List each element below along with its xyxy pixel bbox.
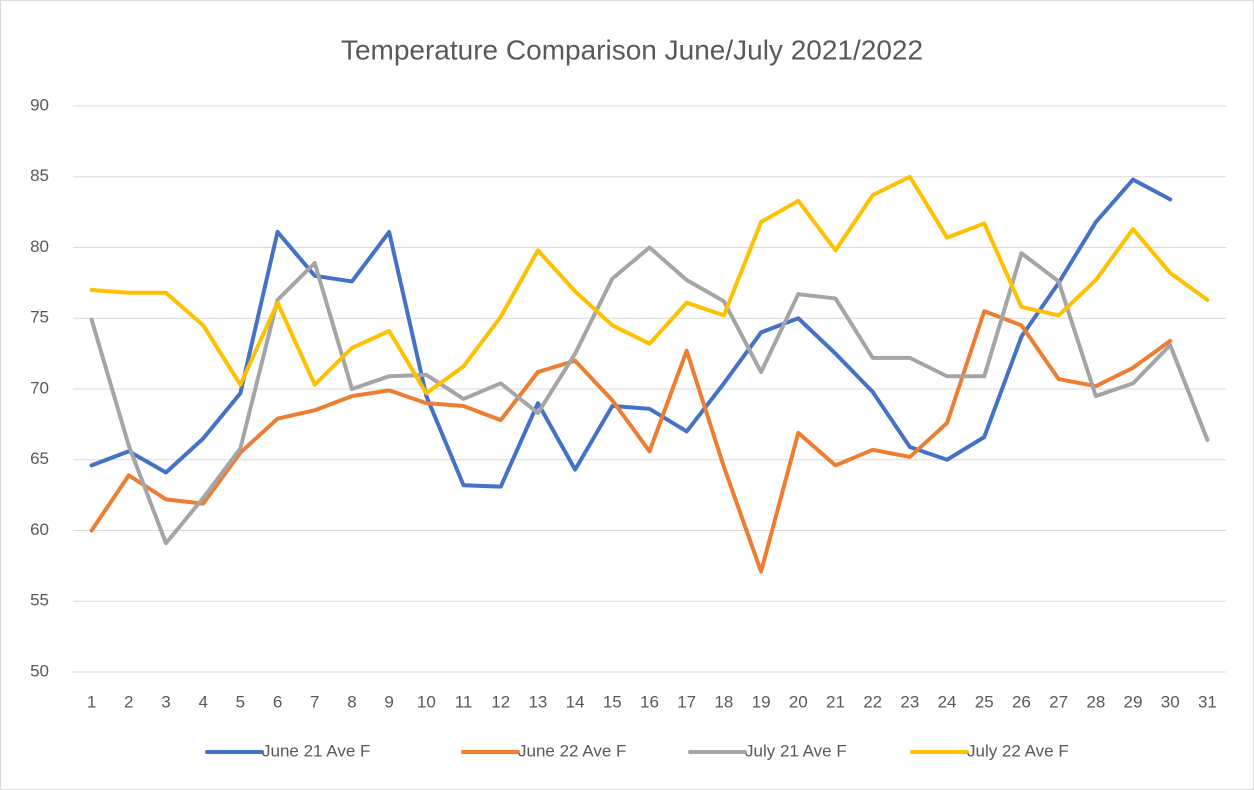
x-tick-label: 22 bbox=[863, 692, 882, 711]
x-tick-label: 4 bbox=[198, 692, 207, 711]
x-tick-label: 12 bbox=[491, 692, 510, 711]
x-tick-label: 18 bbox=[714, 692, 733, 711]
x-tick-label: 23 bbox=[900, 692, 919, 711]
x-tick-label: 6 bbox=[273, 692, 282, 711]
y-tick-label: 65 bbox=[30, 449, 49, 468]
x-tick-label: 1 bbox=[87, 692, 96, 711]
x-tick-label: 17 bbox=[677, 692, 696, 711]
chart-title: Temperature Comparison June/July 2021/20… bbox=[341, 34, 923, 65]
y-tick-label: 75 bbox=[30, 308, 49, 327]
y-tick-label: 80 bbox=[30, 237, 49, 256]
x-tick-label: 5 bbox=[236, 692, 245, 711]
x-tick-label: 13 bbox=[528, 692, 547, 711]
x-tick-label: 14 bbox=[566, 692, 585, 711]
y-tick-label: 50 bbox=[30, 661, 49, 680]
x-tick-label: 11 bbox=[455, 692, 473, 711]
series-line bbox=[89, 245, 1210, 546]
x-tick-label: 28 bbox=[1086, 692, 1105, 711]
x-tick-label: 9 bbox=[384, 692, 393, 711]
x-tick-label: 31 bbox=[1198, 692, 1217, 711]
legend-label: July 21 Ave F bbox=[745, 741, 847, 760]
legend-label: July 22 Ave F bbox=[967, 741, 1069, 760]
x-tick-label: 15 bbox=[603, 692, 622, 711]
series-line bbox=[89, 177, 1173, 489]
x-tick-label: 24 bbox=[938, 692, 957, 711]
x-tick-label: 21 bbox=[826, 692, 845, 711]
y-tick-label: 90 bbox=[30, 95, 49, 114]
x-tick-label: 7 bbox=[310, 692, 319, 711]
y-tick-label: 60 bbox=[30, 520, 49, 539]
y-tick-label: 85 bbox=[30, 166, 49, 185]
legend-label: June 22 Ave F bbox=[518, 741, 626, 760]
series-line bbox=[89, 174, 1210, 396]
x-tick-label: 25 bbox=[975, 692, 994, 711]
y-tick-label: 70 bbox=[30, 378, 49, 397]
x-tick-label: 26 bbox=[1012, 692, 1031, 711]
y-tick-label: 55 bbox=[30, 591, 49, 610]
legend-label: June 21 Ave F bbox=[262, 741, 370, 760]
x-tick-label: 2 bbox=[124, 692, 133, 711]
x-tick-label: 8 bbox=[347, 692, 356, 711]
x-tick-label: 20 bbox=[789, 692, 808, 711]
x-tick-label: 3 bbox=[161, 692, 170, 711]
x-tick-label: 27 bbox=[1049, 692, 1068, 711]
x-tick-label: 29 bbox=[1124, 692, 1143, 711]
x-tick-label: 10 bbox=[417, 692, 436, 711]
x-tick-label: 16 bbox=[640, 692, 659, 711]
x-tick-label: 19 bbox=[752, 692, 771, 711]
x-tick-label: 30 bbox=[1161, 692, 1180, 711]
series-line bbox=[89, 309, 1173, 574]
